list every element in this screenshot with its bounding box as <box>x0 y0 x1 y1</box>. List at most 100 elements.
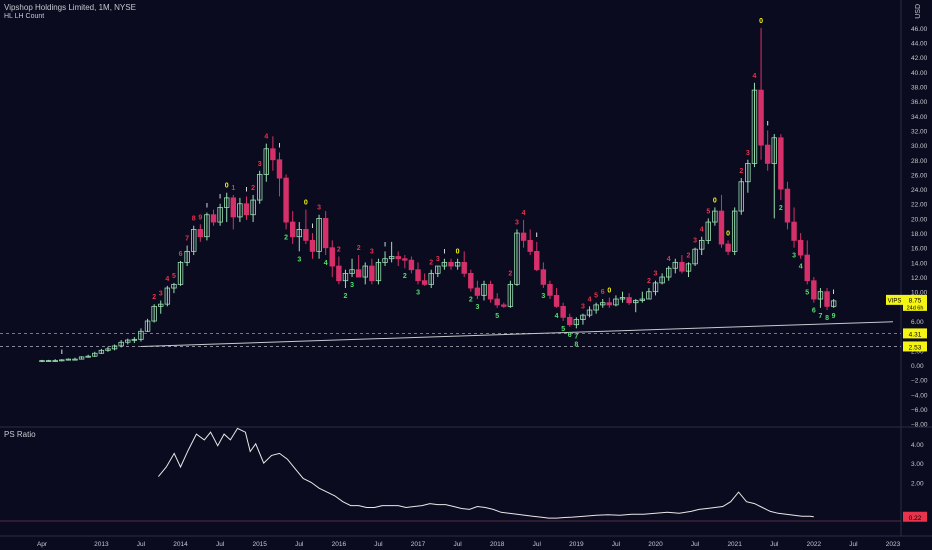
candle-body <box>362 265 368 278</box>
count-label: 4 <box>324 260 328 267</box>
price-axis-tick: 18.00 <box>911 231 928 238</box>
count-label: 3 <box>436 256 440 263</box>
price-axis-tick: −4.00 <box>911 392 928 399</box>
time-axis-tick: Jul <box>849 541 858 548</box>
count-label: 4 <box>667 256 671 263</box>
price-axis-tick: 28.00 <box>911 158 928 165</box>
count-label: 0 <box>607 288 611 295</box>
candle-body <box>382 258 388 263</box>
candle-body <box>494 298 500 306</box>
candle-body <box>144 320 151 332</box>
candle-body <box>778 137 784 190</box>
candle-body <box>665 267 672 278</box>
candle-body <box>619 297 626 300</box>
candle-body <box>718 210 725 245</box>
time-axis-tick: Jul <box>453 541 462 548</box>
count-label: I <box>444 250 446 256</box>
candle-body <box>507 283 514 307</box>
ticker-label: VIPS <box>888 298 902 304</box>
count-label: 4 <box>165 276 169 283</box>
candle-body <box>388 256 395 260</box>
support-line-badge <box>903 341 927 352</box>
candle-body <box>322 217 329 249</box>
candle-body <box>824 291 830 307</box>
candle-body <box>164 287 171 305</box>
count-label: 2 <box>469 297 473 304</box>
count-label: 3 <box>654 271 658 278</box>
count-label: 3 <box>581 304 585 311</box>
count-label: 4 <box>555 313 559 320</box>
time-axis-tick: Jul <box>216 541 225 548</box>
price-axis-tick: 6.00 <box>911 319 924 326</box>
price-axis-tick: 14.00 <box>911 260 928 267</box>
candle-body <box>263 148 270 175</box>
count-label: 3 <box>258 161 262 168</box>
price-axis-tick: 34.00 <box>911 114 928 121</box>
count-label: 3 <box>159 290 163 297</box>
count-label: 6 <box>568 332 572 339</box>
candle-body <box>758 89 764 146</box>
count-label: 2 <box>344 293 348 300</box>
candle-body <box>652 282 659 293</box>
candle-body <box>745 163 751 183</box>
count-label: 2 <box>403 273 407 280</box>
candle-body <box>402 258 408 261</box>
price-axis-tick: 42.00 <box>911 55 928 62</box>
price-label: 8.75 <box>909 297 922 304</box>
time-axis-tick: 2013 <box>94 541 109 548</box>
price-axis-tick: 36.00 <box>911 99 928 106</box>
candle-body <box>797 239 804 256</box>
candle-body <box>210 214 217 223</box>
candle-body <box>224 197 230 208</box>
candle-body <box>105 348 111 351</box>
candle-body <box>573 319 580 326</box>
candle-body <box>349 269 355 274</box>
candle-body <box>751 89 758 164</box>
candle-body <box>316 217 322 252</box>
time-axis-tick: 2023 <box>886 541 901 548</box>
candle-body <box>725 243 731 252</box>
candle-body <box>487 283 494 300</box>
candle-body <box>435 265 441 274</box>
time-axis-tick: Jul <box>770 541 779 548</box>
time-axis-tick: 2014 <box>173 541 188 548</box>
candle-body <box>738 181 744 212</box>
candle-body <box>177 261 184 285</box>
count-label: 6 <box>812 308 816 315</box>
chart-title: Vipshop Holdings Limited, 1M, NYSE <box>4 3 136 12</box>
time-axis-tick: 2015 <box>252 541 267 548</box>
count-label: 4 <box>264 134 268 141</box>
ticker-badge <box>886 294 903 305</box>
candle-body <box>98 349 105 354</box>
count-label: 0 <box>713 197 717 204</box>
price-axis-tick: 0.00 <box>911 363 924 370</box>
candle-body <box>237 203 243 218</box>
count-label: 7 <box>818 313 822 320</box>
candle-body <box>158 303 164 307</box>
count-label: I <box>536 233 538 239</box>
count-label: 2 <box>647 278 651 285</box>
candle-body <box>256 174 263 201</box>
candle-body <box>65 358 72 361</box>
count-label: I <box>246 187 248 193</box>
candle-body <box>217 207 223 223</box>
candle-body <box>138 330 144 340</box>
support-line-label: 4.31 <box>909 331 922 338</box>
candle-body <box>679 261 685 272</box>
candle-body <box>481 283 487 296</box>
count-label: 9 <box>198 214 202 221</box>
count-label: I <box>312 224 314 230</box>
count-label: 3 <box>317 205 321 212</box>
price-axis-tick: 40.00 <box>911 70 928 77</box>
candle-body <box>72 358 78 361</box>
candle-body <box>698 239 705 250</box>
candle-body <box>600 302 606 306</box>
count-label: 2 <box>687 252 691 259</box>
count-label: 5 <box>805 289 809 296</box>
price-axis-tick: 16.00 <box>911 246 928 253</box>
candle-body <box>731 210 738 252</box>
candle-body <box>514 232 520 285</box>
countdown-label: 24d 6h <box>907 305 924 311</box>
candle-body <box>250 199 256 216</box>
